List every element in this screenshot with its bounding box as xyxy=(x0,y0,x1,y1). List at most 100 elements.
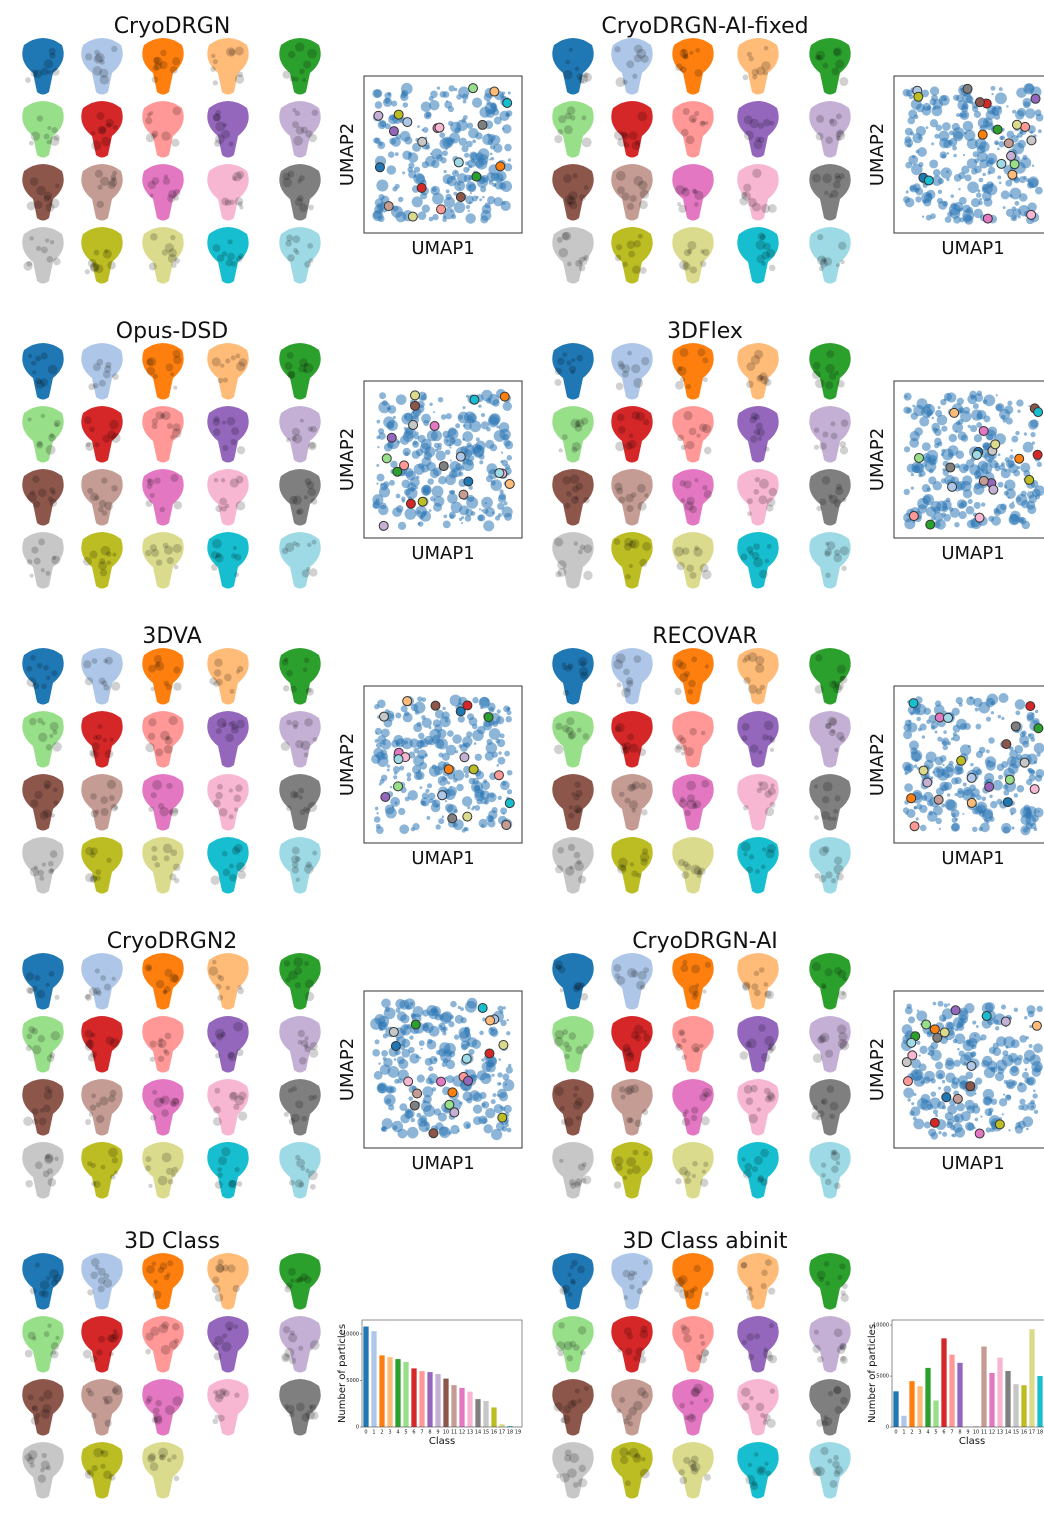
structure-texture xyxy=(288,970,298,980)
structure-texture xyxy=(574,420,581,428)
structure-thumbnail xyxy=(142,1442,184,1499)
umap-density xyxy=(1008,502,1015,509)
structure-texture xyxy=(145,1332,154,1341)
structure-texture xyxy=(173,1338,179,1344)
umap-density xyxy=(1024,1016,1028,1020)
structure-texture xyxy=(31,1108,39,1116)
umap-density xyxy=(374,1039,380,1045)
y-tick-label: 10000 xyxy=(873,1323,889,1329)
umap-density xyxy=(480,421,489,430)
umap-density xyxy=(937,736,943,742)
structure-texture xyxy=(111,1332,120,1340)
umap-density xyxy=(903,446,911,453)
structure-texture xyxy=(760,1282,767,1290)
structure-texture xyxy=(94,442,100,448)
bar xyxy=(451,1385,457,1427)
structure-texture xyxy=(821,1099,826,1104)
structure-texture xyxy=(704,1291,709,1296)
structure-thumbnail xyxy=(207,227,249,284)
bar xyxy=(1021,1385,1027,1427)
structure-texture xyxy=(293,135,303,146)
structure-texture xyxy=(564,664,572,672)
structure-texture xyxy=(694,478,699,483)
umap-density xyxy=(375,498,380,503)
structure-texture xyxy=(306,687,312,693)
structure-texture xyxy=(690,1388,700,1398)
structure-texture xyxy=(213,1106,221,1114)
umap-density xyxy=(1022,740,1030,748)
structure-texture xyxy=(755,688,763,695)
structure-texture xyxy=(105,551,112,557)
structure-texture xyxy=(702,377,708,383)
umap-density xyxy=(503,1104,512,1114)
structure-texture xyxy=(216,1264,225,1273)
umap-density xyxy=(1009,749,1018,759)
structure-shape xyxy=(611,38,653,95)
structure-texture xyxy=(562,476,572,485)
umap-density xyxy=(454,1014,464,1024)
umap-density xyxy=(930,1091,937,1097)
structure-texture xyxy=(24,1453,33,1462)
structure-shape xyxy=(809,406,851,463)
structure-texture xyxy=(149,1056,156,1063)
structure-texture xyxy=(296,1277,303,1283)
structure-texture xyxy=(212,113,222,122)
structure-texture xyxy=(53,257,61,266)
umap-density xyxy=(377,141,386,150)
umap-density xyxy=(905,190,909,194)
structure-texture xyxy=(49,239,55,245)
structure-texture xyxy=(173,666,181,674)
umap-density xyxy=(386,764,391,768)
structure-texture xyxy=(162,843,173,854)
structure-texture xyxy=(104,365,112,373)
structure-texture xyxy=(698,1354,707,1364)
structure-texture xyxy=(681,1326,691,1335)
structure-texture xyxy=(812,1344,821,1354)
umap-density xyxy=(994,1072,1005,1082)
structure-texture xyxy=(755,655,765,666)
umap-density xyxy=(991,1066,998,1073)
structure-texture xyxy=(110,803,119,812)
bar xyxy=(925,1367,931,1427)
umap-density xyxy=(457,173,468,184)
structure-thumbnail xyxy=(279,343,321,400)
structure-texture xyxy=(829,1101,839,1111)
structure-texture xyxy=(301,569,310,578)
umap-density xyxy=(944,1060,955,1070)
umap-density xyxy=(389,785,393,789)
structure-texture xyxy=(297,195,304,202)
umap-class-point xyxy=(1019,757,1030,768)
structure-shape xyxy=(142,1379,184,1436)
structure-texture xyxy=(563,173,572,183)
structure-texture xyxy=(222,868,231,877)
structure-texture xyxy=(679,1476,688,1485)
structure-shape xyxy=(737,343,779,400)
structure-texture xyxy=(580,1350,586,1356)
umap-density xyxy=(1005,1045,1009,1049)
umap-class-point xyxy=(393,781,404,792)
umap-density xyxy=(1028,178,1039,189)
umap-density xyxy=(1018,1104,1024,1111)
structure-texture xyxy=(214,1346,219,1351)
structure-shape xyxy=(207,774,249,831)
structure-texture xyxy=(55,1335,60,1340)
structure-texture xyxy=(228,814,234,820)
structure-shape xyxy=(737,406,779,463)
structure-texture xyxy=(578,264,586,272)
umap-density xyxy=(448,85,455,92)
structure-shape xyxy=(611,469,653,526)
structure-texture xyxy=(764,1259,772,1266)
structure-texture xyxy=(222,722,227,728)
structure-texture xyxy=(225,985,231,991)
structure-thumbnail xyxy=(737,774,779,831)
structure-texture xyxy=(151,177,160,185)
structure-shape xyxy=(22,38,64,95)
structure-shape xyxy=(809,101,851,158)
umap-density xyxy=(1022,154,1028,160)
structure-texture xyxy=(694,110,700,117)
structure-texture xyxy=(691,1106,699,1114)
umap-density xyxy=(398,1058,409,1070)
structure-texture xyxy=(84,1029,94,1039)
structure-texture xyxy=(40,67,49,76)
